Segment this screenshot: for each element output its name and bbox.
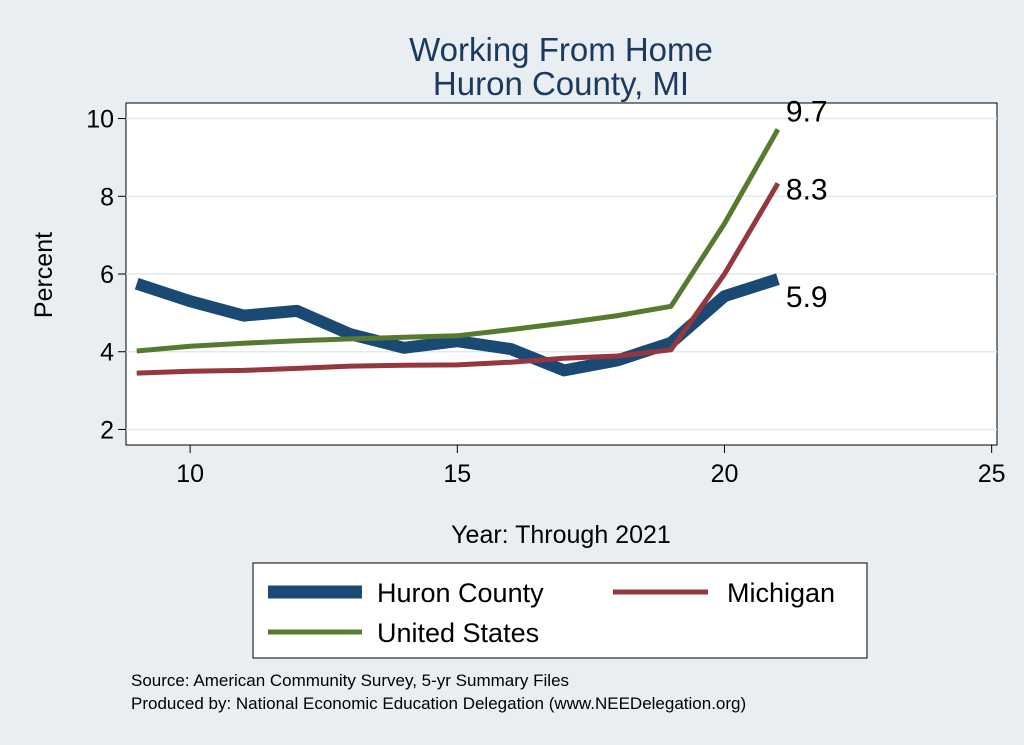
gridlines (126, 117, 997, 431)
y-axis: 2 4 6 8 10 (86, 106, 126, 444)
chart-title-line-2: Huron County, MI (433, 65, 689, 102)
end-label-united-states: 9.7 (786, 95, 828, 128)
end-label-huron-county: 5.9 (786, 281, 828, 314)
y-tick-label-2: 2 (100, 416, 114, 444)
legend: Huron County Michigan United States (252, 562, 868, 659)
legend-label-huron-county: Huron County (377, 578, 544, 608)
y-tick-label-4: 4 (100, 339, 114, 367)
x-tick-label-25: 25 (978, 460, 1006, 488)
legend-box (252, 562, 868, 659)
y-tick-label-10: 10 (86, 106, 114, 134)
series-lines (134, 128, 781, 377)
y-axis-title: Percent (30, 232, 58, 318)
legend-label-michigan: Michigan (727, 578, 835, 608)
y-tick-label-8: 8 (100, 183, 114, 211)
series-line-united-states (136, 128, 781, 354)
legend-label-united-states: United States (377, 618, 539, 648)
producer-note: Produced by: National Economic Education… (131, 694, 746, 713)
chart-title-line-1: Working From Home (409, 31, 713, 68)
x-tick-label-15: 15 (443, 460, 471, 488)
x-axis: 10 15 20 25 (176, 445, 1006, 488)
end-label-michigan: 8.3 (786, 173, 828, 206)
end-labels: 5.9 8.3 9.7 (786, 95, 828, 314)
source-note: Source: American Community Survey, 5-yr … (131, 671, 569, 690)
series-line-michigan (136, 182, 781, 376)
x-tick-label-10: 10 (176, 460, 204, 488)
y-tick-label-6: 6 (100, 261, 114, 289)
x-tick-label-20: 20 (711, 460, 739, 488)
series-line-huron-county (134, 273, 780, 377)
x-axis-title: Year: Through 2021 (451, 521, 671, 549)
